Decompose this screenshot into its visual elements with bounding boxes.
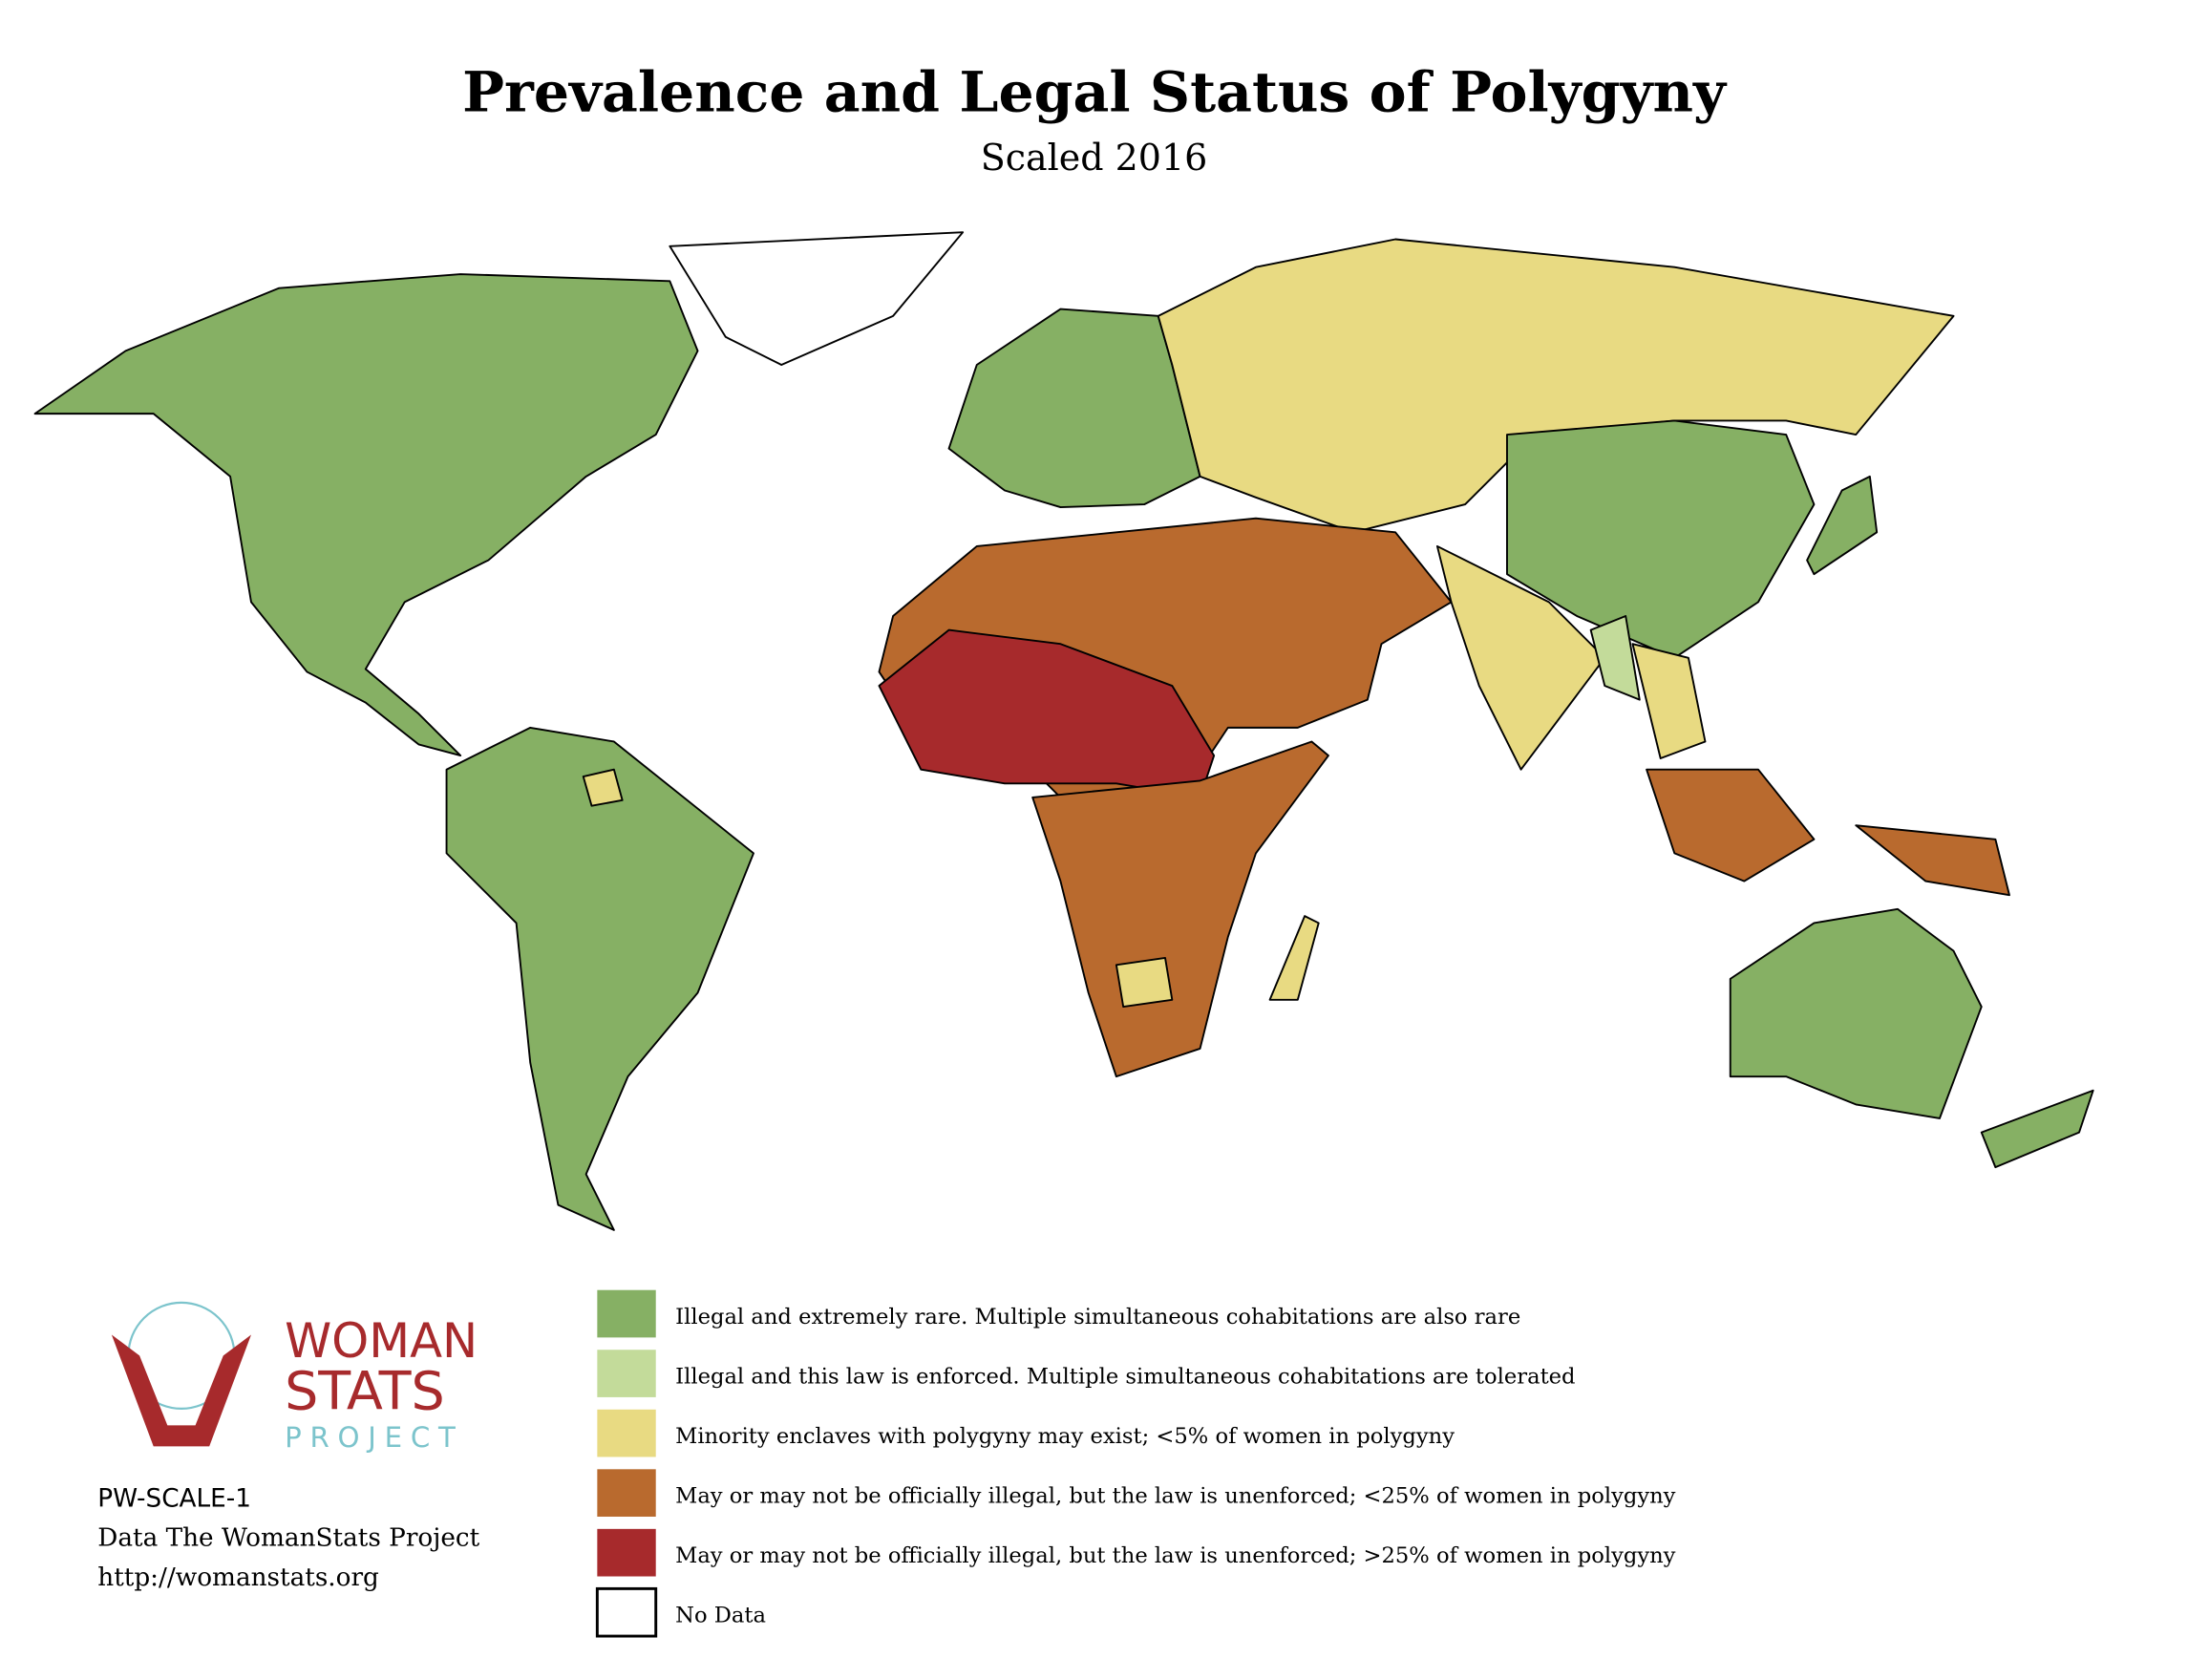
legend-label: No Data [675,1604,766,1628]
north-america [33,273,699,757]
southern-africa [1031,740,1329,1078]
logo-line: STATS [285,1360,445,1422]
footer-line: PW-SCALE-1 [97,1484,251,1513]
footer-line: Data The WomanStats Project [97,1524,479,1553]
logo: WOMAN STATS PROJECT [111,1301,478,1454]
west-central-africa [878,628,1216,798]
title: Prevalence and Legal Status of Polygyny [462,58,1728,124]
legend-swatch [597,1528,656,1577]
europe [947,308,1201,508]
world-map [33,231,2094,1231]
south-america [445,726,754,1231]
legend-swatch [597,1469,656,1517]
new-zealand [1980,1089,2094,1169]
legend-label: Illegal and this law is enforced. Multip… [675,1364,1575,1389]
botswana [1115,957,1174,1009]
logo-line: PROJECT [285,1421,464,1454]
legend-label: Illegal and extremely rare. Multiple sim… [675,1305,1520,1329]
australia [1729,907,1983,1119]
legend-swatch [597,1350,656,1397]
footer: PW-SCALE-1 Data The WomanStats Project htt… [97,1484,479,1592]
logo-line: WOMAN [285,1313,478,1369]
legend-swatch [597,1289,656,1338]
japan [1806,475,1879,576]
myanmar [1589,615,1641,701]
legend-label: Minority enclaves with polygyny may exis… [675,1424,1455,1449]
logo-hands [111,1334,251,1447]
legend: Illegal and extremely rare. Multiple sim… [595,1289,1676,1638]
southeast-asia [1631,643,1707,759]
indonesia [1646,768,1816,883]
subtitle: Scaled 2016 [981,137,1208,179]
papua [1855,824,2010,897]
footer-line: http://womanstats.org [97,1563,379,1592]
madagascar [1268,915,1320,1001]
legend-swatch [597,1409,656,1457]
legend-swatch [595,1586,658,1638]
legend-label: May or may not be officially illegal, bu… [675,1484,1676,1509]
china [1506,419,1816,659]
greenland [669,231,965,366]
legend-label: May or may not be officially illegal, bu… [675,1543,1676,1568]
guyana [582,768,624,807]
